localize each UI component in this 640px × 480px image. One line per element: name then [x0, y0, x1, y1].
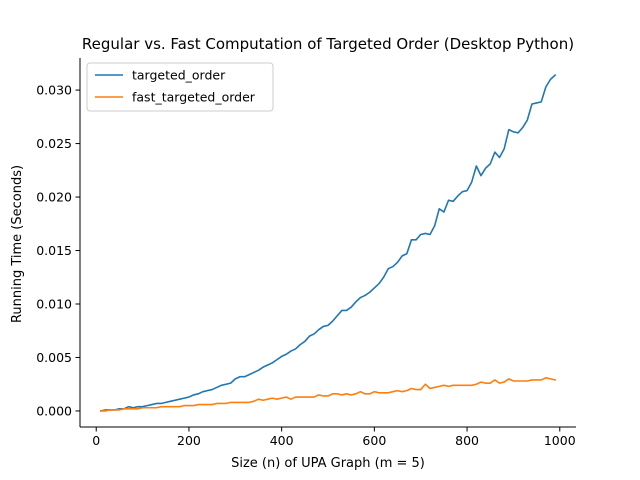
x-tick-label: 400: [270, 433, 294, 448]
y-tick-label: 0.010: [36, 297, 72, 312]
legend-box: [86, 62, 274, 112]
x-tick-label: 0: [92, 433, 100, 448]
legend: targeted_order fast_targeted_order: [86, 62, 274, 112]
y-tick-label: 0.025: [36, 136, 72, 151]
y-axis-label: Running Time (Seconds): [10, 165, 25, 323]
x-tick-label: 200: [177, 433, 201, 448]
legend-label-fast-targeted-order: fast_targeted_order: [132, 90, 256, 105]
y-tick-label: 0.020: [36, 190, 72, 205]
x-tick-label: 600: [362, 433, 386, 448]
series-line-targeted-order: [99, 73, 557, 412]
y-axis: 0.000 0.005 0.010 0.015 0.020 0.025 0.030: [36, 58, 81, 427]
legend-label-targeted-order: targeted_order: [132, 68, 226, 83]
x-tick-label: 1000: [544, 433, 576, 448]
y-tick-label: 0.005: [36, 350, 72, 365]
y-tick-label: 0.030: [36, 83, 72, 98]
x-tick-label: 800: [455, 433, 479, 448]
x-axis-label: Size (n) of UPA Graph (m = 5): [231, 456, 425, 471]
plot-area: [99, 73, 557, 412]
y-tick-label: 0.015: [36, 243, 72, 258]
series-line-fast-targeted-order: [100, 376, 557, 412]
y-tick-label: 0.000: [36, 403, 72, 418]
chart-title: Regular vs. Fast Computation of Targeted…: [82, 35, 574, 53]
x-axis: 0 200 400 600 800 1000: [80, 426, 576, 448]
